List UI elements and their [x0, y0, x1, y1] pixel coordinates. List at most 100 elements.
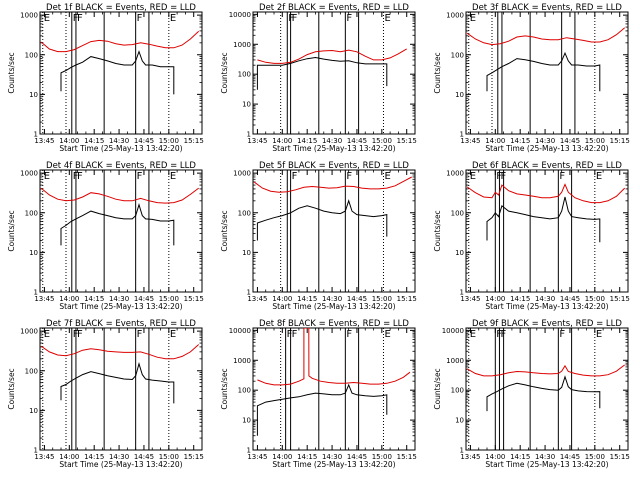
- series-group: [40, 187, 200, 246]
- x-tick-label: 14:00: [272, 137, 292, 145]
- y-axis-label: Counts/sec: [433, 210, 442, 251]
- y-tick-label: 10: [242, 417, 251, 425]
- detector-panel: Det 9f BLACK = Events, RED = LLD 1 10 100 10…: [433, 319, 630, 469]
- y-tick-label: 100: [25, 51, 38, 59]
- plot-frame: [465, 327, 629, 451]
- lld-series-line: [253, 176, 412, 193]
- y-tick-label: 1000: [233, 357, 251, 365]
- series-group: [466, 183, 626, 243]
- events-series-line: [256, 383, 388, 436]
- time-marker-label: F: [288, 13, 294, 24]
- panel-title: Det 9f BLACK = Events, RED = LLD: [472, 319, 622, 329]
- x-tick-label: 14:30: [535, 453, 555, 461]
- events-series-line: [256, 56, 388, 90]
- x-tick-label: 13:45: [460, 295, 480, 303]
- y-axis-label: Counts/sec: [220, 210, 229, 251]
- y-tick-label: 1: [34, 447, 38, 455]
- x-axis-label: Start Time (25-May-13 13:42:20): [59, 144, 182, 153]
- y-tick-label: 1: [247, 131, 251, 139]
- time-marker-label: F: [77, 171, 83, 182]
- y-tick-label: 1000: [233, 170, 251, 178]
- x-tick-label: 14:30: [322, 453, 342, 461]
- events-series-line: [60, 362, 175, 404]
- y-tick-label: 100: [451, 209, 464, 217]
- x-tick-label: 13:45: [247, 137, 267, 145]
- y-tick-label: 10: [242, 249, 251, 257]
- time-marker-label: E: [44, 13, 50, 24]
- x-tick-label: 14:30: [109, 295, 129, 303]
- time-marker-label: E: [470, 13, 476, 24]
- lld-series-line: [40, 30, 200, 53]
- y-tick-label: 10000: [229, 327, 251, 335]
- x-tick-label: 14:30: [535, 295, 555, 303]
- series-group: [253, 176, 412, 241]
- plot-frame: [465, 169, 629, 293]
- y-tick-label: 100: [238, 209, 251, 217]
- x-axis-label: Start Time (25-May-13 13:42:20): [272, 144, 395, 153]
- time-marker-label: E: [470, 329, 476, 340]
- y-tick-label: 1: [34, 289, 38, 297]
- events-series-line: [60, 202, 175, 246]
- x-tick-label: 13:45: [247, 453, 267, 461]
- time-marker-label: E: [44, 329, 50, 340]
- panel-title: Det 3f BLACK = Events, RED = LLD: [472, 3, 622, 13]
- y-tick-label: 10: [29, 249, 38, 257]
- x-tick-label: 14:15: [297, 453, 317, 461]
- x-tick-label: 15:15: [397, 453, 417, 461]
- series-group: [466, 364, 626, 412]
- y-tick-label: 1: [247, 447, 251, 455]
- time-marker-label: F: [559, 329, 565, 340]
- x-tick-label: 14:00: [59, 295, 79, 303]
- plot-frame: [252, 327, 416, 451]
- y-tick-label: 1: [460, 289, 464, 297]
- time-marker-label: E: [470, 171, 476, 182]
- lld-series-line: [257, 328, 411, 386]
- x-tick-label: 15:15: [610, 295, 630, 303]
- x-axis-label: Start Time (25-May-13 13:42:20): [59, 460, 182, 469]
- x-axis-label: Start Time (25-May-13 13:42:20): [272, 460, 395, 469]
- y-tick-label: 100: [238, 71, 251, 79]
- panel-title: Det 4f BLACK = Events, RED = LLD: [46, 161, 196, 171]
- x-tick-label: 15:00: [372, 137, 392, 145]
- series-group: [40, 30, 200, 95]
- x-tick-label: 14:15: [510, 453, 530, 461]
- x-tick-label: 14:45: [134, 295, 154, 303]
- x-tick-label: 14:45: [560, 295, 580, 303]
- lld-series-line: [40, 344, 200, 360]
- x-tick-label: 15:15: [184, 453, 204, 461]
- y-tick-label: 10000: [229, 11, 251, 19]
- x-tick-label: 14:45: [347, 453, 367, 461]
- time-marker-label: F: [77, 329, 83, 340]
- time-marker-label: F: [137, 171, 143, 182]
- time-marker-label: E: [170, 171, 176, 182]
- y-axis-label: Counts/sec: [433, 368, 442, 409]
- panel-title: Det 1f BLACK = Events, RED = LLD: [46, 3, 196, 13]
- x-tick-label: 14:15: [84, 137, 104, 145]
- detector-panel: Det 1f BLACK = Events, RED = LLD 1 10 100 10…: [7, 3, 204, 153]
- time-marker-label: E: [170, 329, 176, 340]
- x-tick-label: 13:45: [34, 137, 54, 145]
- y-tick-label: 1000: [446, 170, 464, 178]
- y-axis-label: Counts/sec: [7, 52, 16, 93]
- x-tick-label: 14:15: [297, 295, 317, 303]
- x-tick-label: 14:30: [109, 137, 129, 145]
- panel-title: Det 5f BLACK = Events, RED = LLD: [259, 161, 409, 171]
- y-tick-label: 10: [29, 407, 38, 415]
- time-marker-label: E: [384, 13, 390, 24]
- detector-panel: Det 3f BLACK = Events, RED = LLD 1 10 100 10…: [433, 3, 630, 153]
- x-tick-label: 15:15: [610, 453, 630, 461]
- x-tick-label: 13:45: [460, 137, 480, 145]
- x-tick-label: 15:15: [184, 295, 204, 303]
- time-marker-label: F: [292, 171, 298, 182]
- y-tick-label: 100: [25, 209, 38, 217]
- panel-title: Det 8f BLACK = Events, RED = LLD: [259, 319, 409, 329]
- y-tick-label: 1000: [233, 41, 251, 49]
- time-marker-label: E: [384, 171, 390, 182]
- x-axis-label: Start Time (25-May-13 13:42:20): [485, 302, 608, 311]
- x-tick-label: 14:30: [322, 295, 342, 303]
- y-tick-label: 1000: [20, 328, 38, 336]
- y-tick-label: 10: [455, 91, 464, 99]
- y-tick-label: 1: [460, 447, 464, 455]
- y-tick-label: 100: [451, 51, 464, 59]
